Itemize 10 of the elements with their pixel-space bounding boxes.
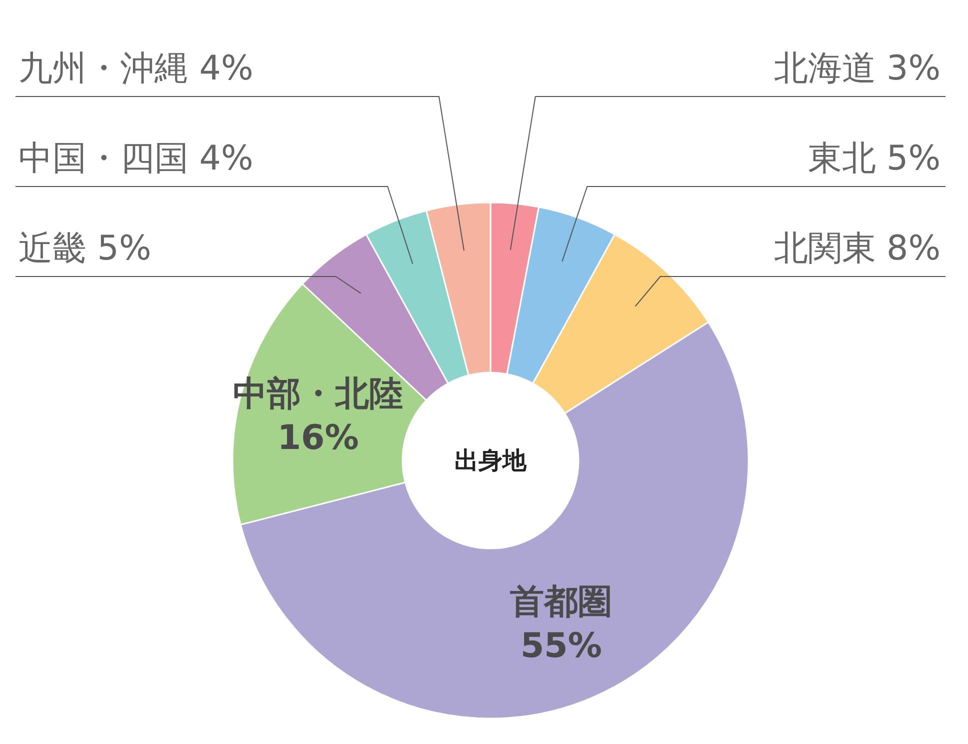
slice-label: 北海道 3%: [774, 48, 941, 88]
slice-label: 中国・四国 4%: [18, 138, 254, 178]
slice-label: 九州・沖縄 4%: [18, 48, 254, 88]
data-label: 55%: [520, 626, 602, 666]
slice-label: 東北 5%: [808, 138, 941, 178]
slice-label: 近畿 5%: [18, 228, 152, 268]
slice-label: 北関東 8%: [774, 228, 941, 268]
text: 出身地: [454, 446, 528, 474]
slice-label: 首都圏: [510, 582, 612, 622]
data-label: 16%: [277, 418, 359, 458]
